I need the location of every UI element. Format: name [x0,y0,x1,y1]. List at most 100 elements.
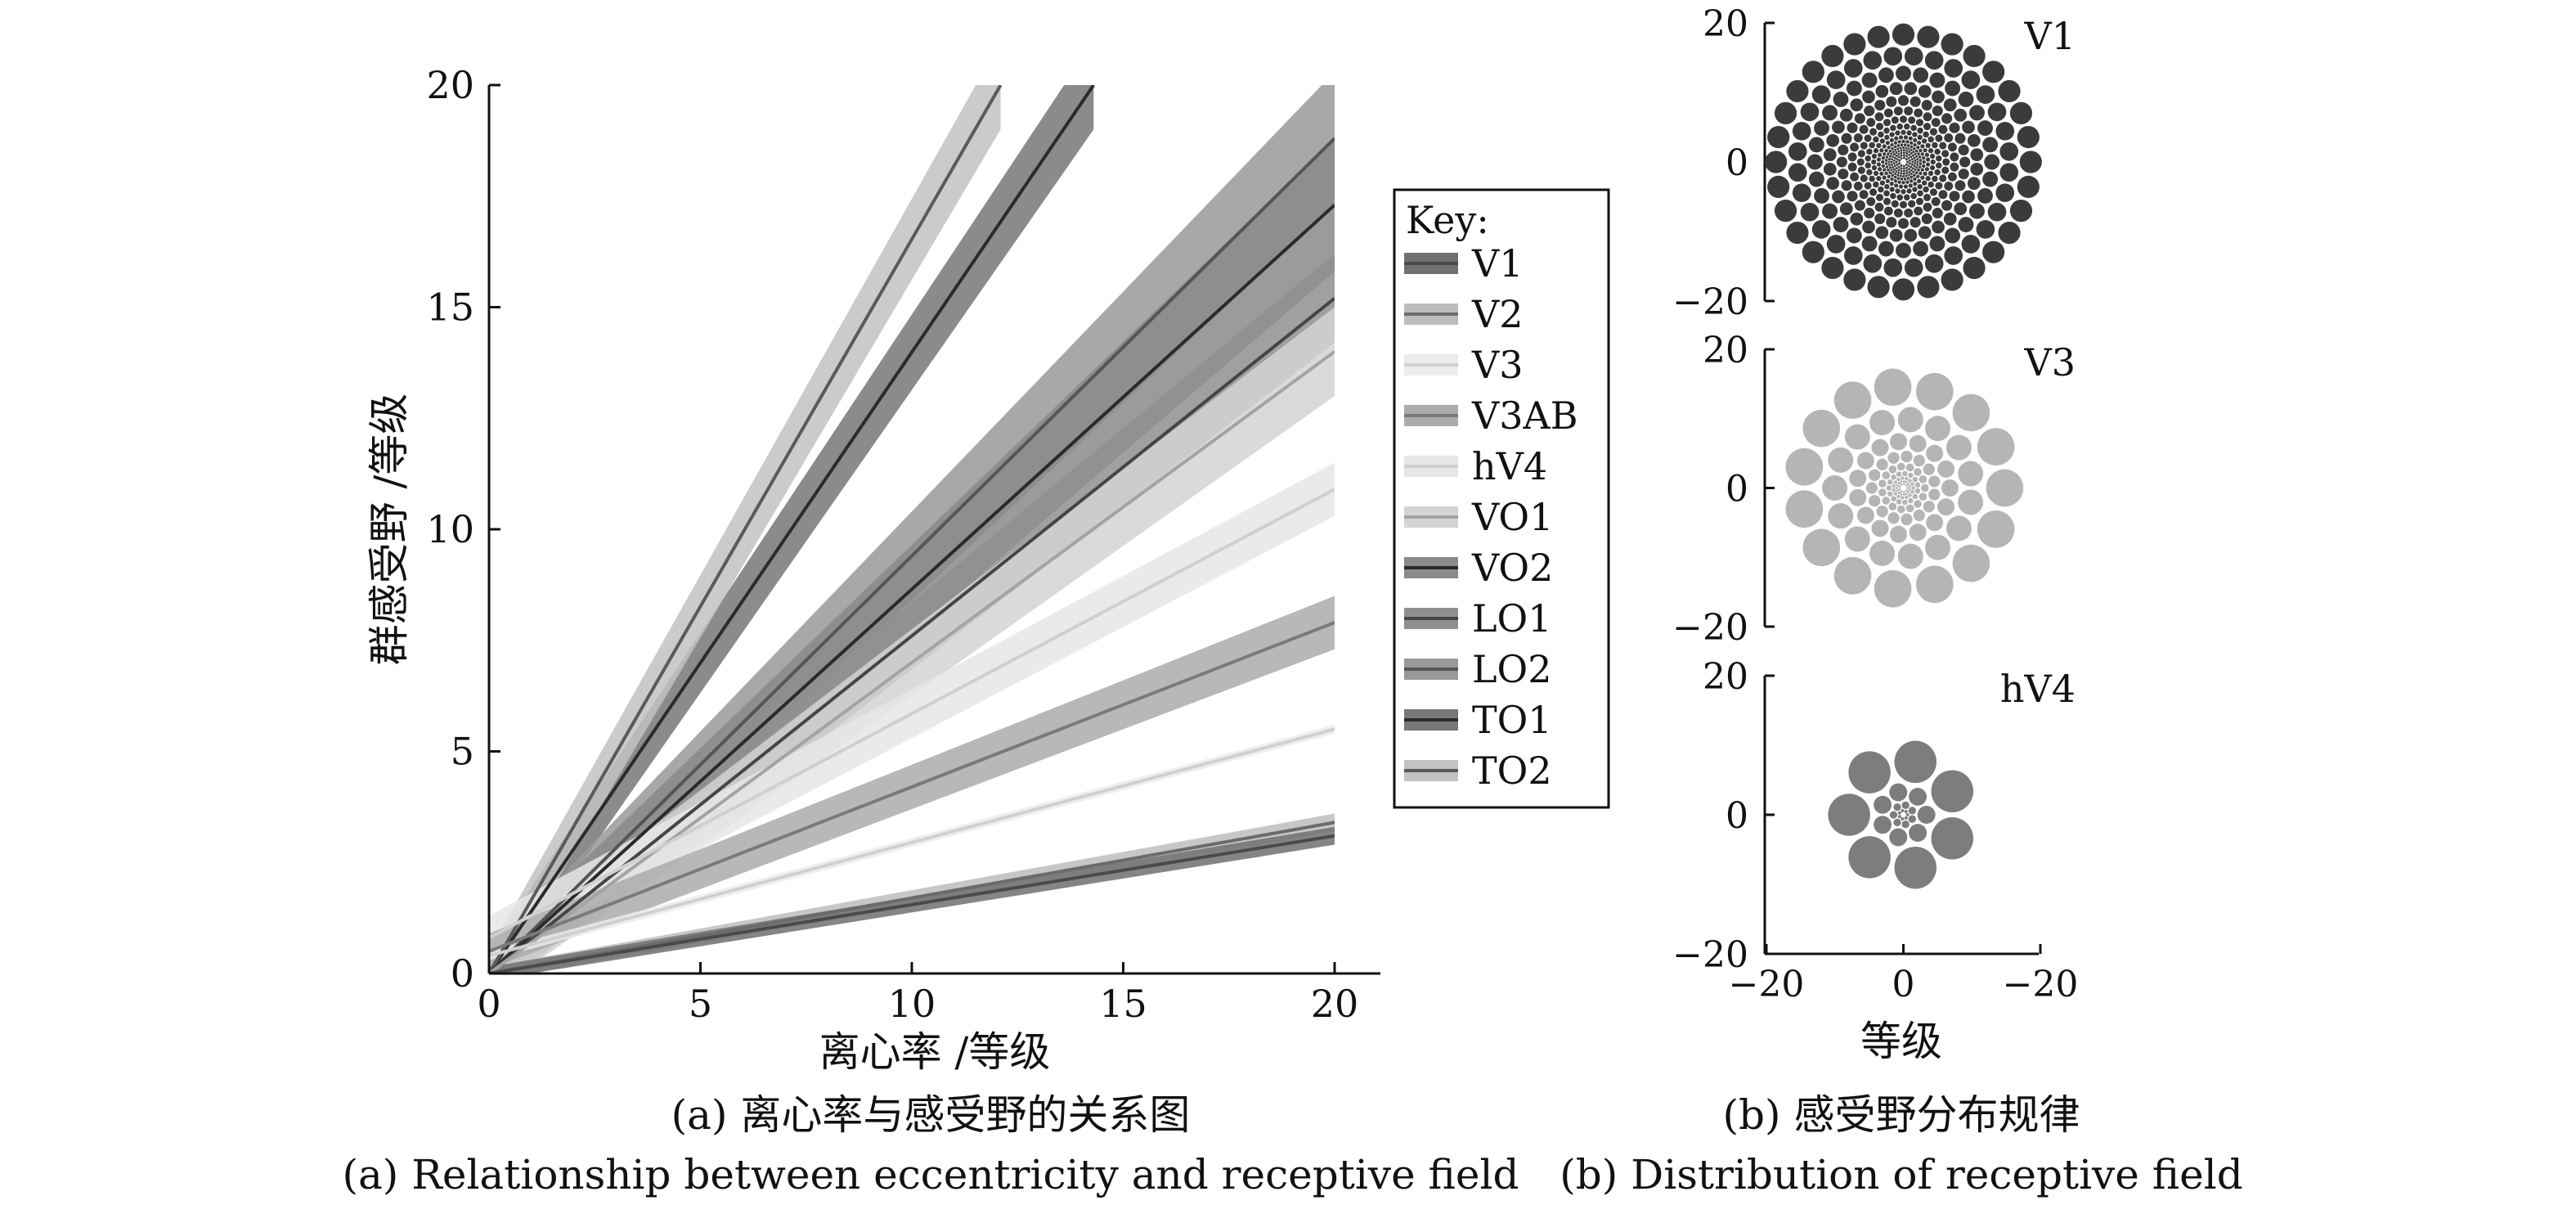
rf-disc [1907,164,1910,168]
rf-disc [1952,544,1990,582]
rf-disc [1889,182,1894,187]
rf-disc [1874,816,1892,834]
rf-disc [1822,105,1838,121]
rf-disc [1875,84,1889,98]
rf-disc [1905,158,1908,161]
rf-disc [1901,129,1906,135]
rf-disc [1862,90,1875,104]
rf-disc [1896,494,1901,499]
rf-disc [1913,142,1917,147]
legend-label-hv4: hV4 [1472,444,1547,488]
confidence-bands [489,85,1335,973]
rf-disc [1906,160,1910,164]
rf-disc [1908,200,1916,208]
rf-disc [1892,155,1895,159]
rf-disc [1908,472,1914,479]
rf-disc [1924,152,1930,157]
rf-disc [1934,169,1941,176]
rf-disc [1864,182,1872,190]
rf-disc [1901,821,1910,829]
rf-disc [1836,156,1847,168]
rf-disc [1897,165,1901,169]
rf-disc [1905,504,1914,513]
rf-disc [1893,145,1897,149]
rf-disc [1874,213,1886,224]
rf-disc [1843,268,1866,291]
rf-disc [1925,157,1931,162]
rf-disc [1910,148,1913,151]
rf-disc [1905,463,1914,472]
line-to1 [489,85,1095,973]
rf-disc [1869,469,1881,481]
rf-disc [1923,193,1932,201]
rf-disc [1890,169,1893,172]
rf-disc [1893,168,1896,171]
rf-disc [1902,479,1905,483]
rf-disc [1903,123,1910,130]
rf-disc [1932,175,1938,182]
rf-disc [1917,134,1923,141]
rf-disc [1884,171,1888,176]
rf-disc [1903,184,1909,189]
rf-disc [1874,569,1912,608]
rf-disc [1977,428,2015,465]
caption-b-en: (b) Distribution of receptive field [1560,1151,2242,1198]
rf-disc [1896,489,1899,492]
rf-disc [1891,163,1893,166]
legend-entries: V1 V2 V3 V3AB hV4 VO1 VO2 LO1 LO2 TO1 TO2 [1404,241,1578,793]
rf-disc [1892,159,1896,162]
rf-disc [1866,196,1876,206]
x-tick-label: 0 [477,982,500,1026]
rf-disc [1838,169,1849,180]
rf-disc [1894,740,1937,784]
rf-disc [1900,157,1903,160]
rf-disc [1919,475,1928,483]
line-v1 [489,834,1335,973]
rf-disc [1937,460,1955,478]
rf-disc [1821,44,1844,68]
rf-disc [1883,47,1903,66]
rf-disc [1878,479,1887,488]
rf-disc [1905,489,1908,492]
rf-disc [1881,155,1886,160]
rf-disc [1897,152,1901,155]
rf-disc [1876,142,1882,149]
rf-disc [1822,475,1847,501]
rf-disc [1892,23,1915,46]
rf-disc [1909,162,1911,165]
rf-disc [1892,151,1895,154]
rf-disc [1910,158,1914,161]
rf-disc [1893,153,1896,156]
rf-disc [1912,173,1916,178]
rf-disc [1895,151,1898,154]
rf-disc [1887,174,1891,178]
line-vo1 [489,350,1335,973]
rf-disc [1907,490,1910,493]
rf-disc [1888,149,1892,153]
rf-disc [1894,173,1897,176]
rf-disc [1917,127,1923,134]
rf-disc [1929,236,1945,252]
rf-disc [1866,118,1876,128]
rf-disc [1908,168,1911,171]
rf-disc [1893,141,1898,145]
rf-disc [1891,200,1899,208]
rf-disc [1899,200,1908,209]
rf-disc [1999,142,2019,161]
rf-disc [1871,153,1878,160]
rf-disc [1891,173,1895,178]
rf-disc [1914,149,1919,153]
rf-disc [1909,524,1927,542]
rf-disc [1853,133,1863,142]
rf-disc [1857,150,1865,158]
rf-disc [1847,162,1857,172]
legend-label-v2: V2 [1471,292,1524,336]
rf-disc [1892,483,1896,488]
rf-disc [1976,220,1995,239]
rf-disc [1897,811,1901,815]
rf-disc [1896,483,1899,487]
rf-disc [1904,816,1908,820]
rf-disc [1903,194,1910,201]
rf-disc [1887,163,1891,166]
rf-disc [1911,160,1914,164]
